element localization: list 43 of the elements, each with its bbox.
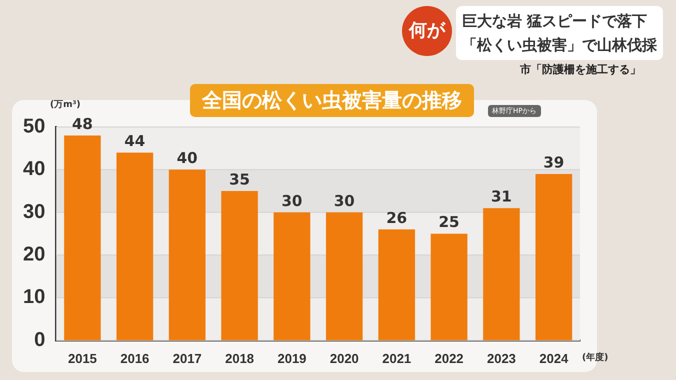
x-tick-label: 2015 — [68, 350, 97, 366]
text: 市「防護柵を施工する」 — [520, 62, 641, 77]
y-tick-label: 20 — [22, 244, 46, 266]
x-tick-label: 2022 — [434, 350, 464, 366]
data-label: 48 — [72, 114, 93, 133]
bar — [326, 212, 363, 340]
bar — [483, 208, 520, 340]
data-label: 40 — [176, 149, 198, 168]
x-axis-title: (年度) — [582, 351, 608, 364]
data-label: 39 — [543, 153, 564, 172]
y-tick-label: 30 — [22, 200, 46, 223]
x-tick-label: 2017 — [172, 350, 202, 366]
bar — [274, 212, 310, 340]
x-tick-label: 2020 — [330, 350, 359, 366]
x-tick-label: 2024 — [539, 350, 570, 366]
data-label: 30 — [282, 192, 302, 210]
bar — [168, 170, 206, 340]
data-label: 31 — [491, 187, 512, 206]
x-tick-label: 2019 — [277, 350, 306, 366]
x-tick-label: 2023 — [486, 350, 516, 366]
y-tick-label: 50 — [22, 116, 46, 138]
data-label: 25 — [438, 213, 460, 232]
text: 何が — [402, 6, 452, 56]
y-axis-title: (万m³) — [50, 99, 81, 111]
chart-title: 全国の松くい虫被害量の推移 — [190, 84, 474, 117]
y-tick-label: 0 — [34, 328, 46, 351]
bar — [64, 136, 101, 340]
data-label: 35 — [229, 170, 250, 188]
bar — [535, 174, 572, 340]
y-tick-label: 40 — [22, 158, 46, 180]
x-tick-label: 2021 — [382, 350, 412, 366]
data-label: 26 — [386, 208, 408, 227]
x-tick-label: 2016 — [120, 350, 150, 366]
x-tick-label: 2018 — [225, 350, 254, 366]
bar — [221, 191, 258, 340]
bar — [430, 234, 468, 340]
bar — [378, 229, 416, 340]
y-tick-label: 10 — [22, 286, 46, 308]
text: 巨大な岩 猛スピードで落下 — [462, 11, 648, 32]
data-label: 44 — [124, 132, 146, 150]
text: 「松くい虫被害」で山林伐採 — [462, 35, 657, 56]
bar — [116, 152, 154, 340]
data-label: 30 — [334, 192, 355, 210]
